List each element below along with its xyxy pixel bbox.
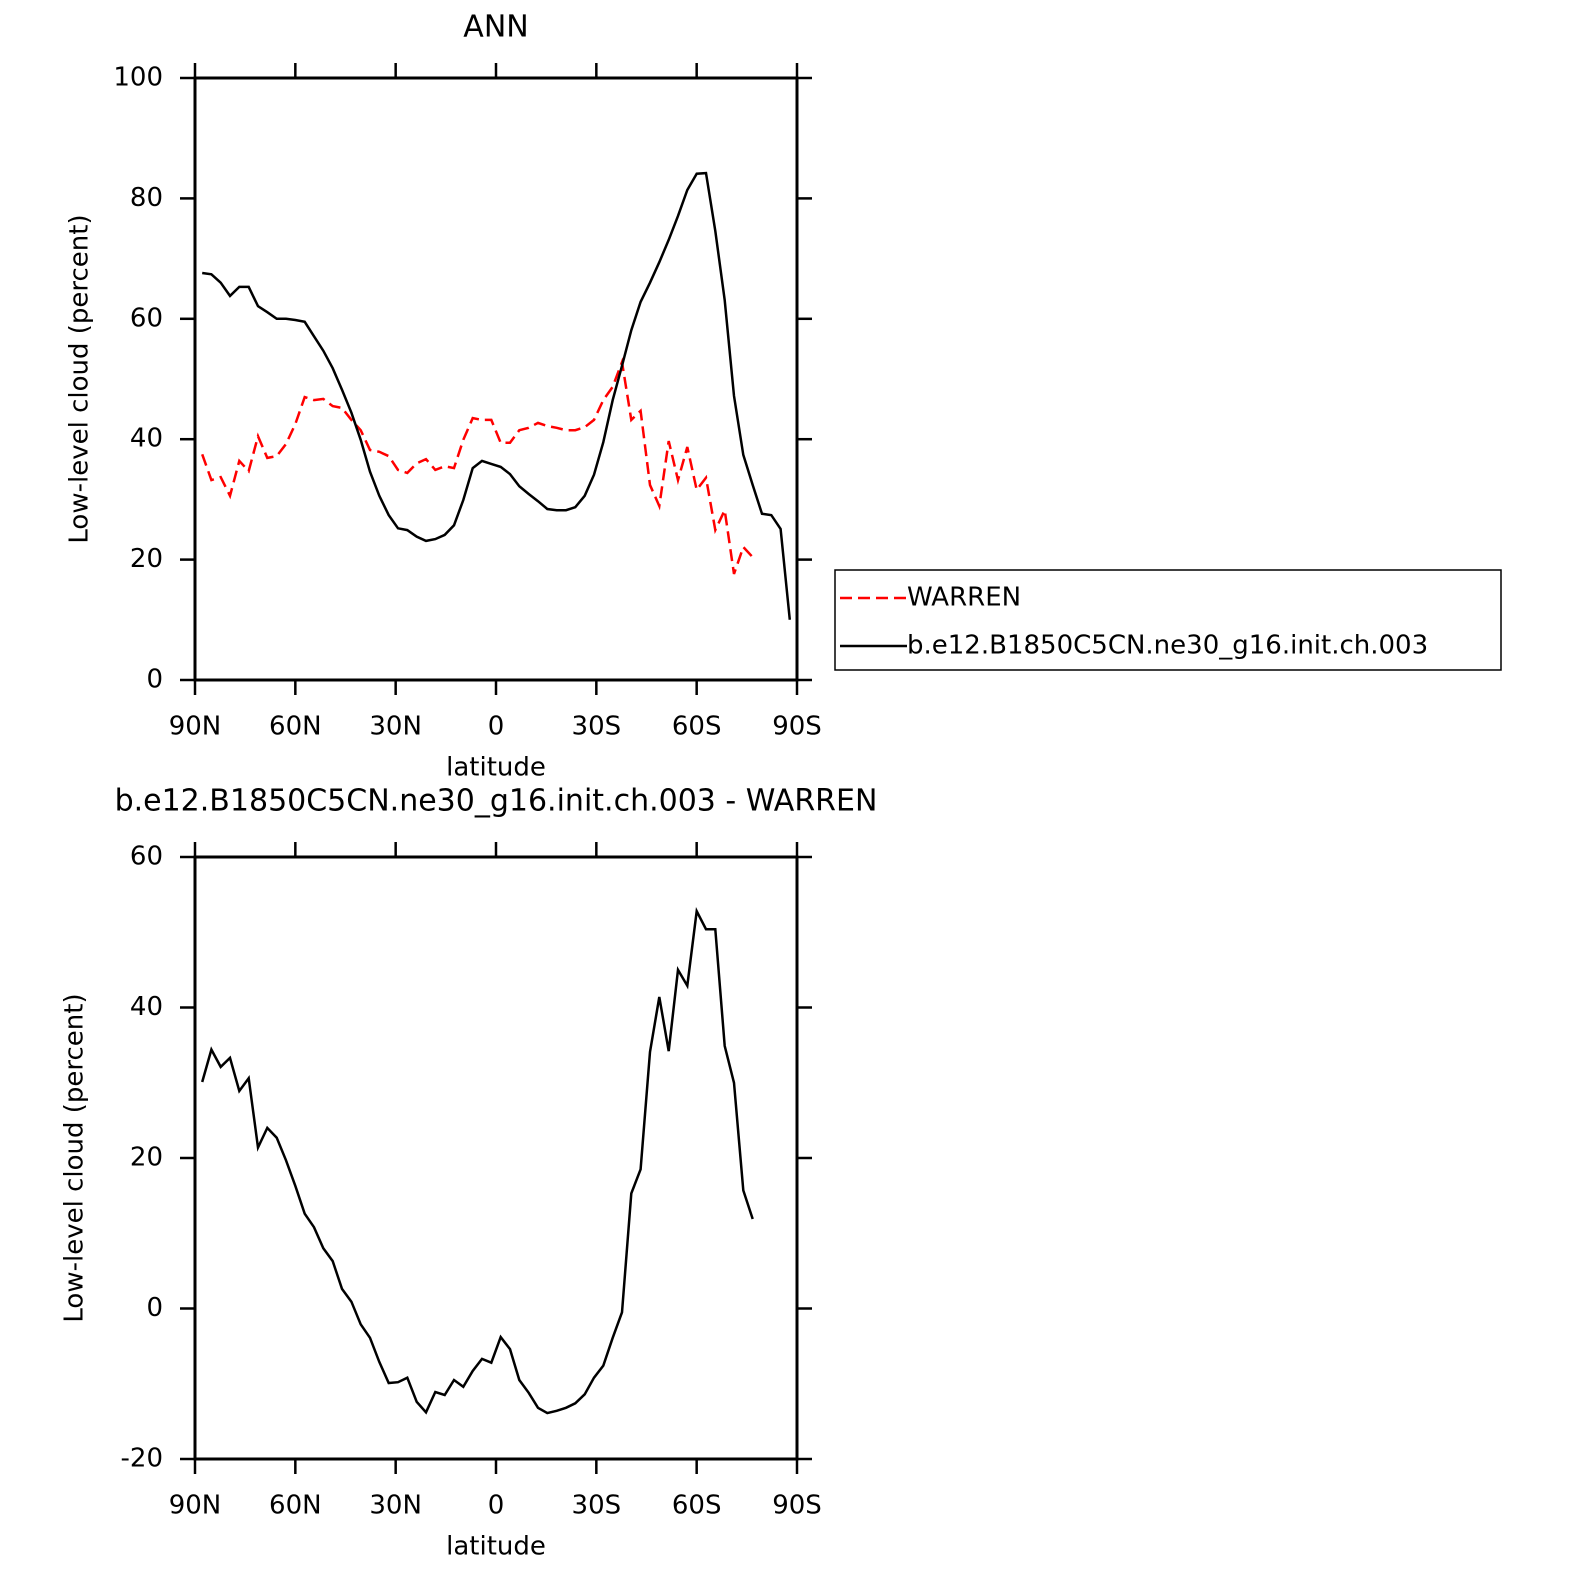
y-tick-label: 0 [146,1293,163,1323]
x-axis-label: latitude [446,753,546,783]
x-tick-label: 30N [369,1491,422,1521]
y-tick-label: 0 [146,665,163,695]
plot-frame [193,855,799,1461]
x-tick-label: 90N [169,1491,222,1521]
y-tick-label: 40 [130,424,163,454]
y-tick-label: 40 [130,992,163,1022]
plot-frame [193,76,799,682]
y-tick-label: 20 [130,1143,163,1173]
chart-title: b.e12.B1850C5CN.ne30_g16.init.ch.003 - W… [115,784,878,819]
data-line [201,357,754,575]
x-tick-label: 0 [488,712,505,742]
y-tick-label: 60 [130,842,163,872]
y-tick-label: 20 [130,544,163,574]
y-tick-label: -20 [121,1444,163,1474]
x-tick-label: 90S [772,712,822,742]
x-tick-label: 60N [269,1491,322,1521]
x-tick-label: 30S [572,1491,622,1521]
x-tick-label: 90N [169,712,222,742]
legend-box [834,569,1502,671]
y-axis-label: Low-level cloud (percent) [60,993,90,1322]
legend-label: WARREN [907,583,1021,613]
y-axis-label: Low-level cloud (percent) [65,214,95,543]
x-tick-label: 0 [488,1491,505,1521]
x-axis-label: latitude [446,1532,546,1562]
x-tick-label: 60S [672,1491,722,1521]
x-tick-label: 30S [572,712,622,742]
y-tick-label: 100 [113,63,163,93]
chart-title: ANN [463,10,528,45]
data-line [200,907,754,1415]
x-tick-label: 60S [672,712,722,742]
y-tick-label: 80 [130,183,163,213]
y-tick-label: 60 [130,303,163,333]
x-tick-label: 30N [369,712,422,742]
x-tick-label: 60N [269,712,322,742]
x-tick-label: 90S [772,1491,822,1521]
data-line [202,171,792,620]
legend-label: b.e12.B1850C5CN.ne30_g16.init.ch.003 [907,631,1428,661]
